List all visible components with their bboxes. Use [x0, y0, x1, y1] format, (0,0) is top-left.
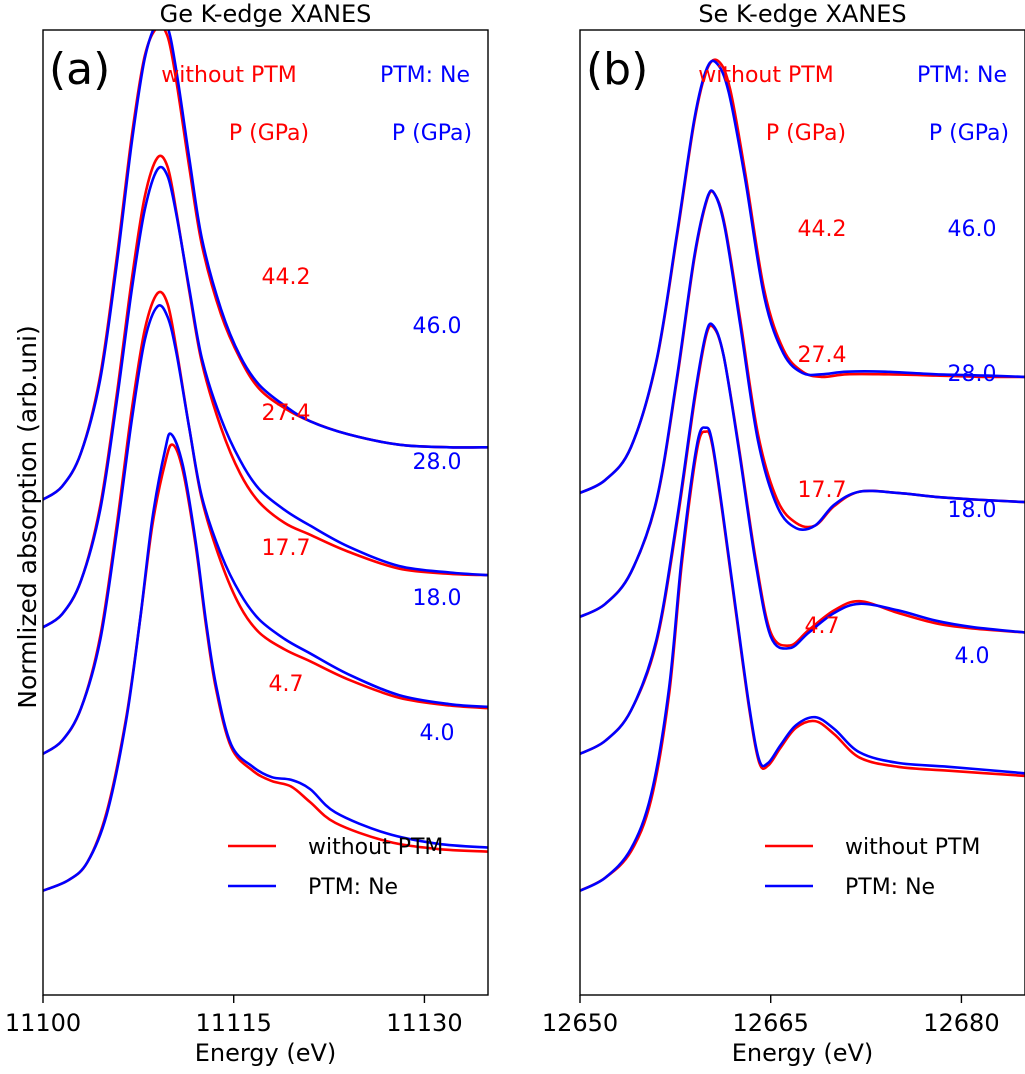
series-line-without-ptm-17-7 — [580, 324, 1025, 756]
panel-b-series — [580, 58, 1025, 892]
pressure-label-ptm-ne: 46.0 — [413, 314, 462, 339]
header-unit-without-ptm: P (GPa) — [229, 121, 309, 146]
pressure-label-ptm-ne: 28.0 — [948, 362, 997, 387]
series-line-without-ptm-17-7 — [43, 290, 488, 756]
panel-a-title: Ge K-edge XANES — [160, 0, 372, 28]
pressure-label-ptm-ne: 18.0 — [413, 586, 462, 611]
pressure-label-ptm-ne: 46.0 — [948, 217, 997, 242]
series-line-without-ptm-44-2 — [43, 30, 488, 501]
panel-a-legend: without PTM PTM: Ne — [228, 835, 443, 900]
header-without-ptm: without PTM — [161, 63, 296, 88]
pressure-label-without-ptm: 27.4 — [262, 401, 311, 426]
pressure-label-ptm-ne: 4.0 — [955, 644, 990, 669]
legend-label-without-ptm: without PTM — [308, 835, 443, 860]
series-line-ptm-ne-18 — [580, 322, 1025, 756]
x-tick-label: 12665 — [733, 1009, 809, 1037]
panel-b-legend: without PTM PTM: Ne — [765, 835, 980, 900]
x-axis-label: Energy (eV) — [732, 1039, 874, 1067]
x-tick-label: 11115 — [196, 1009, 272, 1037]
panel-b-se-k-edge: Se K-edge XANES 12650 12665 12680 Energy (eV… — [542, 0, 1025, 1067]
series-line-ptm-ne-4 — [43, 432, 488, 892]
panel-a-series — [43, 30, 488, 892]
series-line-ptm-ne-46 — [580, 59, 1025, 495]
pressure-label-without-ptm: 17.7 — [262, 536, 311, 561]
panel-a-axes-frame — [42, 29, 489, 996]
header-ptm-ne: PTM: Ne — [380, 63, 470, 88]
x-tick-label: 12650 — [542, 1009, 618, 1037]
pressure-label-ptm-ne: 4.0 — [420, 721, 455, 746]
pressure-label-without-ptm: 17.7 — [798, 478, 847, 503]
pressure-label-without-ptm: 4.7 — [805, 614, 840, 639]
header-unit-ptm-ne: P (GPa) — [929, 121, 1009, 146]
header-without-ptm: without PTM — [698, 63, 833, 88]
series-line-ptm-ne-46 — [43, 30, 488, 501]
pressure-label-ptm-ne: 28.0 — [413, 450, 462, 475]
legend-label-ptm-ne: PTM: Ne — [308, 875, 398, 900]
x-axis-label: Energy (eV) — [195, 1039, 337, 1067]
series-line-ptm-ne-18 — [43, 304, 488, 756]
panel-label: (b) — [586, 44, 648, 95]
y-axis-label: Normlized absorption (arb.uni) — [13, 325, 42, 708]
header-ptm-ne: PTM: Ne — [917, 63, 1007, 88]
panel-label: (a) — [49, 44, 110, 95]
x-tick-label: 11100 — [5, 1009, 81, 1037]
legend-label-without-ptm: without PTM — [845, 835, 980, 860]
series-line-ptm-ne-28 — [580, 189, 1025, 619]
x-tick-label: 11130 — [386, 1009, 462, 1037]
panel-a-ge-k-edge: Ge K-edge XANES 11100 11115 11130 Energy (eV… — [5, 0, 489, 1067]
x-tick-label: 12680 — [923, 1009, 999, 1037]
series-line-without-ptm-4-7 — [43, 443, 488, 892]
series-line-ptm-ne-4 — [580, 426, 1025, 892]
panel-b-axes-frame — [579, 29, 1025, 996]
pressure-label-without-ptm: 4.7 — [269, 672, 304, 697]
pressure-label-without-ptm: 44.2 — [262, 265, 311, 290]
pressure-label-ptm-ne: 18.0 — [948, 498, 997, 523]
pressure-label-without-ptm: 27.4 — [798, 343, 847, 368]
series-line-ptm-ne-28 — [43, 165, 488, 629]
pressure-label-without-ptm: 44.2 — [798, 217, 847, 242]
header-unit-without-ptm: P (GPa) — [766, 121, 846, 146]
header-unit-ptm-ne: P (GPa) — [392, 121, 472, 146]
panel-b-title: Se K-edge XANES — [698, 0, 906, 28]
legend-label-ptm-ne: PTM: Ne — [845, 875, 935, 900]
